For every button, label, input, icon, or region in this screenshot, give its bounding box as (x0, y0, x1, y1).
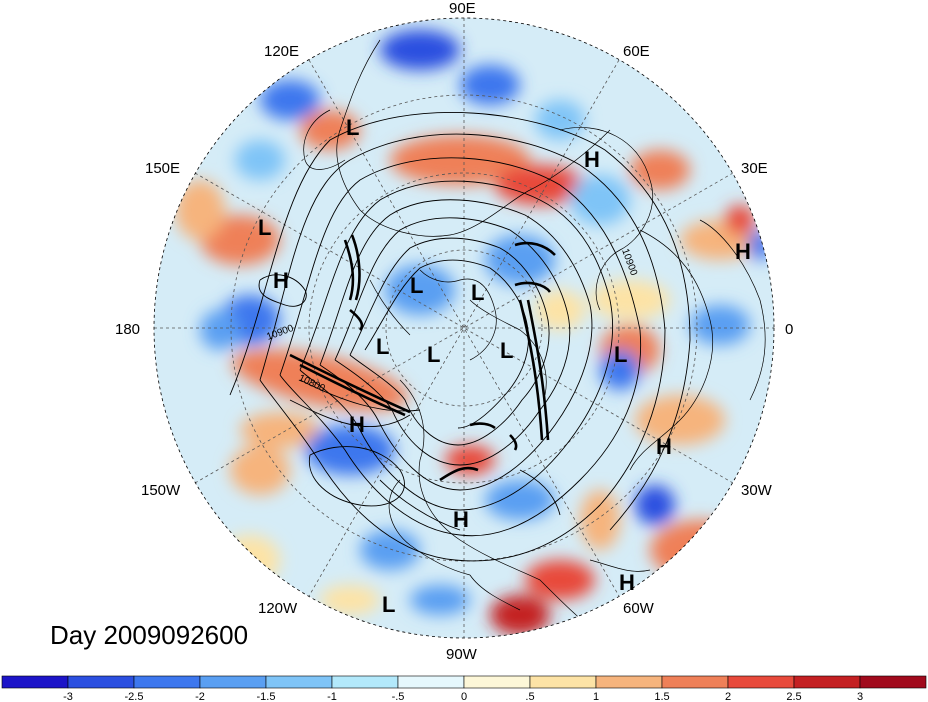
colorbar-tick-label: .5 (525, 691, 534, 702)
longitude-label-150W: 150W (141, 482, 181, 499)
colorbar-swatch (661, 675, 729, 689)
colorbar-tick-label: 2.5 (786, 691, 801, 702)
colorbar-swatch (67, 675, 135, 689)
colorbar-tick-label: 1.5 (654, 691, 669, 702)
longitude-label-60W: 60W (623, 600, 655, 617)
pressure-center-label: L (346, 115, 359, 140)
pressure-center-label: L (614, 342, 627, 367)
pressure-center-label: L (376, 334, 389, 359)
coastlines (303, 39, 766, 636)
pressure-center-label: H (735, 239, 751, 264)
pressure-center-label: L (258, 215, 271, 240)
pressure-center-label: H (273, 268, 289, 293)
day-title: Day 2009092600 (50, 620, 249, 650)
pressure-center-label: H (584, 147, 600, 172)
pressure-center-label: H (656, 434, 672, 459)
colorbar-swatch (133, 675, 201, 689)
pressure-center-label: H (453, 507, 469, 532)
pressure-center-label: L (471, 280, 484, 305)
colorbar-tick-label: 2 (725, 691, 731, 702)
pressure-center-label: L (500, 338, 513, 363)
longitude-label-120W: 120W (258, 600, 298, 617)
anomaly-field (154, 18, 774, 638)
longitude-label-150E: 150E (145, 160, 180, 177)
map-border (153, 17, 775, 639)
jet-streaks (289, 234, 556, 482)
longitude-label-180: 180 (115, 321, 140, 338)
colorbar-swatch (463, 675, 531, 689)
longitude-label-120E: 120E (264, 43, 299, 60)
colorbar-tick-label: -2 (195, 691, 205, 702)
longitude-labels: 90E 60E 30E 0 30W 60W 90W 120W 150W 180 … (115, 0, 793, 663)
colorbar-tick-label: 3 (857, 691, 863, 702)
colorbar-tick-label: -.5 (392, 691, 405, 702)
colorbar-tick-label: -1.5 (257, 691, 276, 702)
pressure-center-label: L (427, 342, 440, 367)
colorbar-tick-label: 1 (593, 691, 599, 702)
colorbar-swatch (727, 675, 795, 689)
pressure-centers: L L H L L L L L H H H L H H L H H (258, 115, 751, 617)
colorbar-tick-label: -3 (63, 691, 73, 702)
pressure-center-label: L (410, 273, 423, 298)
longitude-label-30W: 30W (741, 482, 773, 499)
colorbar-swatch (529, 675, 597, 689)
colorbar-swatch (859, 675, 927, 689)
longitude-label-90E: 90E (449, 0, 476, 17)
colorbar-swatch (595, 675, 663, 689)
colorbar: -3 -2.5 -2 -1.5 -1 -.5 0 .5 1 1.5 2 2.5 3 (1, 675, 927, 702)
colorbar-swatch (397, 675, 465, 689)
longitude-label-30E: 30E (741, 160, 768, 177)
pressure-center-label: H (619, 570, 635, 595)
longitude-label-90W: 90W (446, 646, 478, 663)
colorbar-swatch (1, 675, 69, 689)
colorbar-tick-label: 0 (461, 691, 467, 702)
height-contours (229, 112, 691, 562)
colorbar-tick-label: -1 (327, 691, 337, 702)
colorbar-swatch (199, 675, 267, 689)
colorbar-swatch (793, 675, 861, 689)
longitude-label-60E: 60E (623, 43, 650, 60)
longitude-label-0: 0 (785, 321, 793, 338)
pressure-center-label: H (349, 412, 365, 437)
pressure-center-label: L (382, 592, 395, 617)
colorbar-tick-label: -2.5 (125, 691, 144, 702)
colorbar-swatch (331, 675, 399, 689)
colorbar-swatch (265, 675, 333, 689)
